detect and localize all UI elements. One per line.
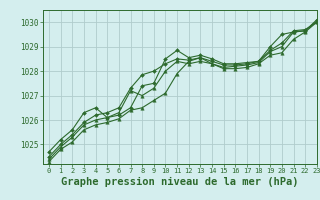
X-axis label: Graphe pression niveau de la mer (hPa): Graphe pression niveau de la mer (hPa) — [61, 177, 299, 187]
